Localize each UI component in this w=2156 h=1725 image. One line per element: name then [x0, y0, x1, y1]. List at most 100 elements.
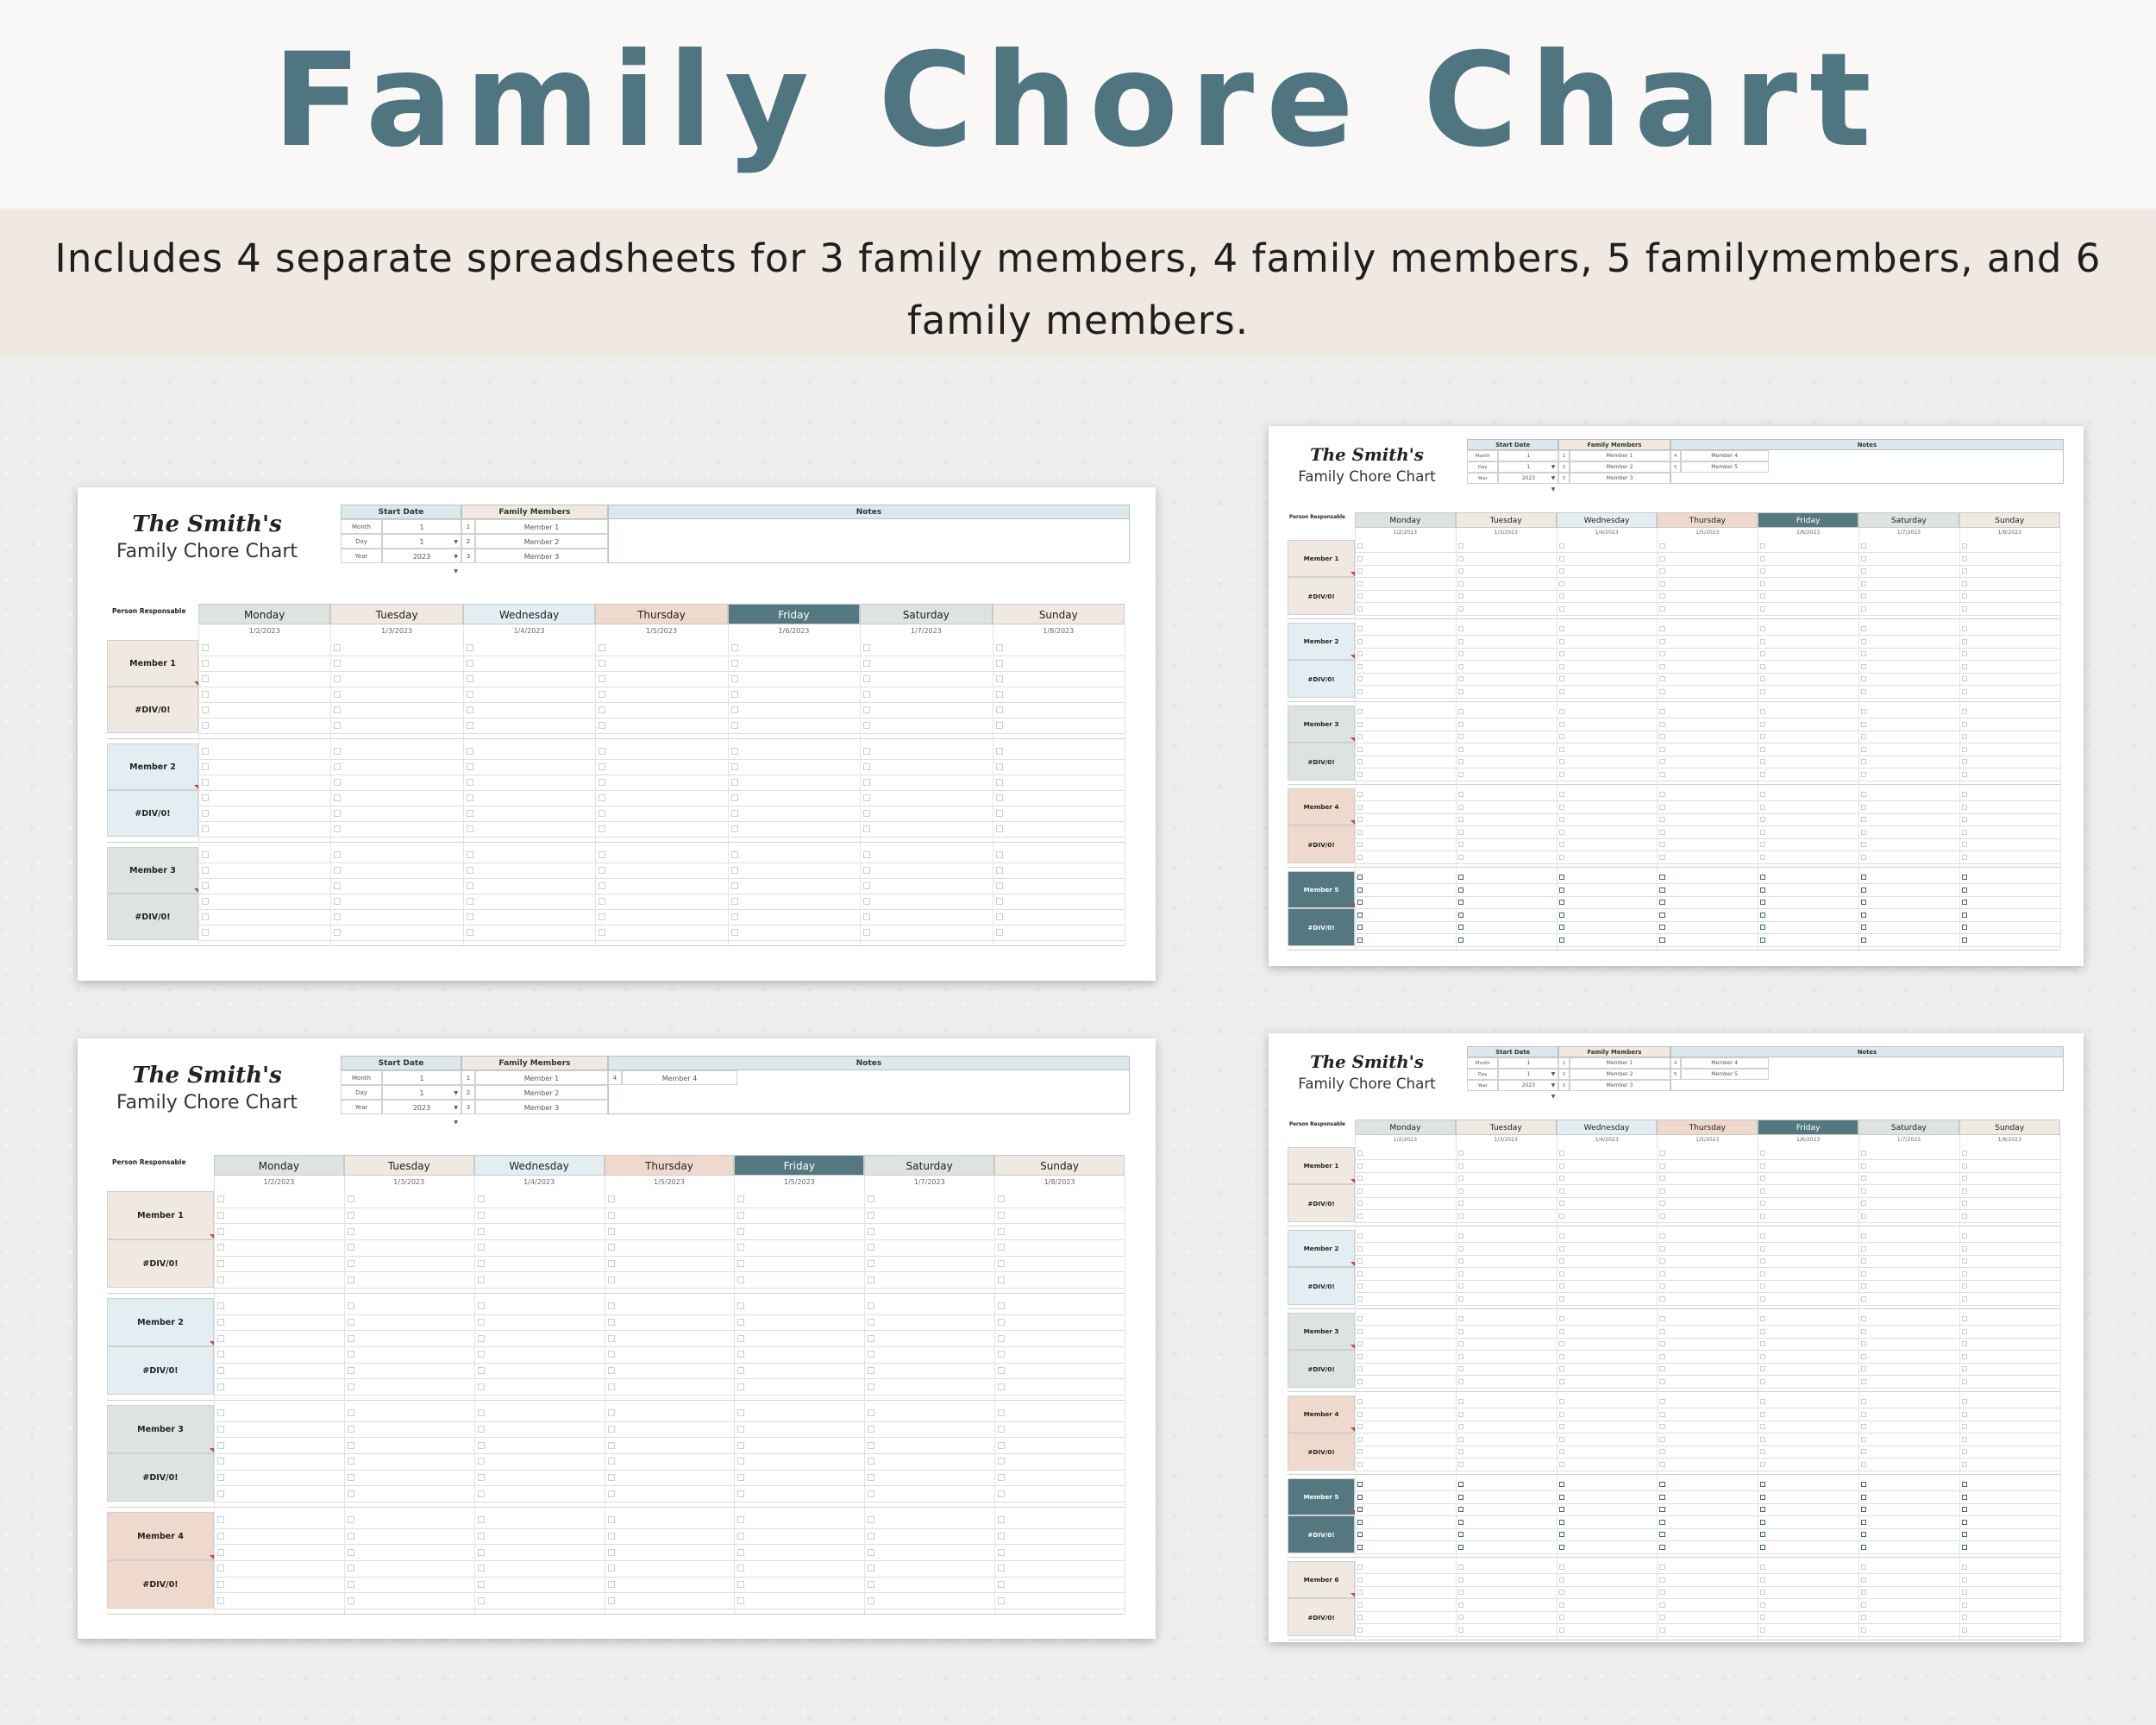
chore-checkbox[interactable] — [868, 1276, 875, 1283]
chore-checkbox[interactable] — [607, 1244, 615, 1251]
chore-checkbox[interactable] — [466, 794, 473, 801]
family-member-name[interactable]: Member 3 — [475, 549, 608, 563]
chore-checkbox[interactable] — [347, 1319, 354, 1326]
chore-checkbox[interactable] — [1659, 1270, 1665, 1276]
chore-checkbox[interactable] — [1357, 792, 1363, 798]
chore-checkbox[interactable] — [1760, 1366, 1766, 1372]
chore-checkbox[interactable] — [863, 913, 871, 920]
chore-checkbox[interactable] — [1357, 1602, 1363, 1608]
chore-checkbox[interactable] — [1760, 663, 1766, 669]
chore-checkbox[interactable] — [1961, 1590, 1967, 1596]
chore-checkbox[interactable] — [998, 1565, 1006, 1572]
year-select[interactable]: 2023 ▼ — [1498, 1079, 1559, 1100]
chore-checkbox[interactable] — [1961, 638, 1967, 644]
chore-checkbox[interactable] — [1861, 626, 1867, 632]
chore-checkbox[interactable] — [1861, 1449, 1867, 1455]
chore-checkbox[interactable] — [347, 1409, 354, 1417]
chore-checkbox[interactable] — [217, 1212, 224, 1219]
chore-checkbox[interactable] — [1861, 1615, 1867, 1621]
chore-checkbox[interactable] — [1760, 829, 1766, 835]
chore-checkbox[interactable] — [1760, 842, 1766, 848]
chore-checkbox[interactable] — [1760, 1378, 1766, 1384]
chore-checkbox[interactable] — [730, 867, 738, 874]
chore-checkbox[interactable] — [1357, 1295, 1363, 1302]
chore-checkbox[interactable] — [466, 660, 473, 667]
chore-checkbox[interactable] — [599, 929, 606, 936]
chore-checkbox[interactable] — [202, 825, 209, 832]
chore-checkbox[interactable] — [1558, 1270, 1564, 1276]
chore-checkbox[interactable] — [607, 1533, 615, 1540]
chore-checkbox[interactable] — [599, 898, 606, 905]
chore-checkbox[interactable] — [1659, 663, 1665, 669]
chore-checkbox[interactable] — [1457, 1519, 1463, 1525]
chore-checkbox[interactable] — [1861, 1577, 1867, 1583]
chore-checkbox[interactable] — [1659, 1424, 1665, 1430]
chore-checkbox[interactable] — [477, 1244, 485, 1251]
chore-checkbox[interactable] — [1659, 746, 1665, 752]
chore-checkbox[interactable] — [1861, 651, 1867, 657]
chore-checkbox[interactable] — [1760, 1532, 1766, 1538]
chore-checkbox[interactable] — [1558, 721, 1564, 727]
chore-checkbox[interactable] — [1961, 1201, 1967, 1207]
chore-checkbox[interactable] — [1760, 1627, 1766, 1633]
chore-checkbox[interactable] — [1659, 568, 1665, 574]
family-member-name[interactable]: Member 2 — [475, 534, 608, 549]
year-select[interactable]: 2023 ▼ — [1498, 472, 1559, 492]
chore-checkbox[interactable] — [1961, 1233, 1967, 1239]
chore-checkbox[interactable] — [863, 929, 871, 936]
chore-checkbox[interactable] — [217, 1351, 224, 1358]
chore-checkbox[interactable] — [1357, 1151, 1363, 1157]
chore-checkbox[interactable] — [1961, 1295, 1967, 1302]
chore-checkbox[interactable] — [737, 1367, 745, 1374]
chore-checkbox[interactable] — [334, 675, 342, 682]
chore-checkbox[interactable] — [466, 913, 473, 920]
chore-checkbox[interactable] — [1760, 651, 1766, 657]
chore-checkbox[interactable] — [868, 1458, 875, 1465]
chore-checkbox[interactable] — [334, 779, 342, 786]
chore-checkbox[interactable] — [730, 851, 738, 858]
chore-checkbox[interactable] — [1357, 937, 1363, 943]
member-name-cell[interactable]: Member 5 — [1288, 870, 1355, 909]
chore-checkbox[interactable] — [1457, 817, 1463, 823]
chore-checkbox[interactable] — [202, 748, 209, 755]
chore-checkbox[interactable] — [737, 1474, 745, 1481]
chore-checkbox[interactable] — [1961, 854, 1967, 860]
chore-checkbox[interactable] — [202, 794, 209, 801]
chore-checkbox[interactable] — [737, 1227, 745, 1235]
day-header[interactable]: Saturday — [860, 604, 993, 624]
chore-checkbox[interactable] — [1558, 626, 1564, 632]
chore-checkbox[interactable] — [1760, 759, 1766, 765]
chore-checkbox[interactable] — [1659, 605, 1665, 612]
chore-checkbox[interactable] — [1659, 900, 1665, 906]
chore-checkbox[interactable] — [466, 763, 473, 770]
chore-checkbox[interactable] — [1659, 842, 1665, 848]
chore-checkbox[interactable] — [1357, 925, 1363, 931]
chore-checkbox[interactable] — [1861, 580, 1867, 586]
chore-checkbox[interactable] — [217, 1276, 224, 1283]
chore-checkbox[interactable] — [1659, 792, 1665, 798]
chore-checkbox[interactable] — [607, 1334, 615, 1342]
chore-checkbox[interactable] — [1558, 887, 1564, 893]
chore-checkbox[interactable] — [1558, 709, 1564, 715]
chore-checkbox[interactable] — [1457, 1270, 1463, 1276]
chore-checkbox[interactable] — [1457, 875, 1463, 881]
chore-checkbox[interactable] — [1457, 1378, 1463, 1384]
day-header[interactable]: Tuesday — [1455, 1120, 1557, 1136]
member-name-cell[interactable]: Member 3 — [107, 847, 198, 894]
chore-checkbox[interactable] — [477, 1334, 485, 1342]
chore-checkbox[interactable] — [730, 691, 738, 698]
chore-checkbox[interactable] — [998, 1409, 1006, 1417]
chore-checkbox[interactable] — [1357, 1201, 1363, 1207]
family-member-name[interactable]: Member 4 — [1680, 450, 1769, 462]
chore-checkbox[interactable] — [1861, 1482, 1867, 1488]
day-header[interactable]: Monday — [198, 604, 331, 624]
chore-checkbox[interactable] — [1861, 1366, 1867, 1372]
chore-checkbox[interactable] — [1357, 1507, 1363, 1513]
family-member-name[interactable]: Member 2 — [1569, 1069, 1670, 1080]
chore-checkbox[interactable] — [1760, 1270, 1766, 1276]
chore-checkbox[interactable] — [599, 763, 606, 770]
chore-checkbox[interactable] — [1861, 875, 1867, 881]
chore-checkbox[interactable] — [334, 644, 342, 651]
day-header[interactable]: Friday — [1758, 1120, 1859, 1136]
chore-checkbox[interactable] — [995, 763, 1003, 770]
